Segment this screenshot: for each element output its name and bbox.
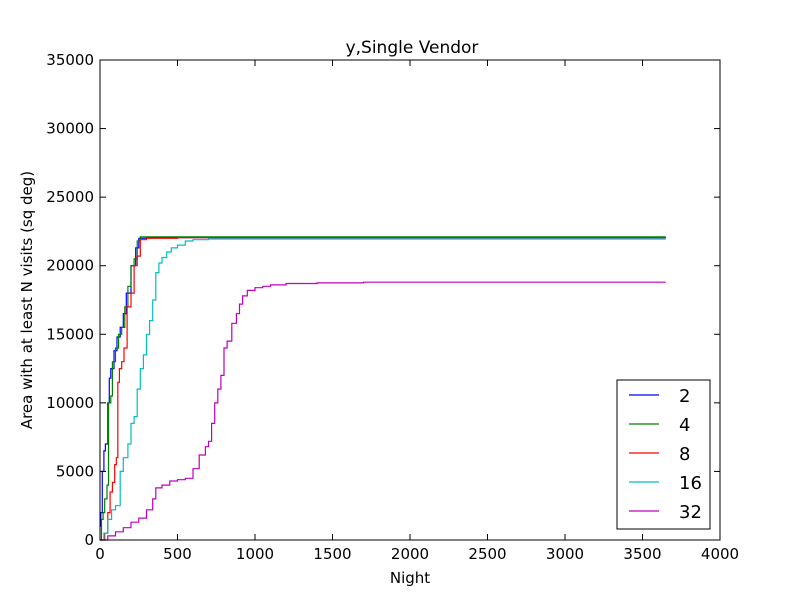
y-tick-label: 0 bbox=[84, 531, 94, 549]
plot-frame bbox=[99, 59, 721, 541]
series-line-8 bbox=[100, 237, 666, 541]
x-tick-label: 500 bbox=[163, 545, 192, 563]
y-tick-label: 30000 bbox=[46, 120, 94, 138]
x-tick-label: 2500 bbox=[468, 545, 506, 563]
legend: 2 4 8 16 32 bbox=[616, 379, 711, 530]
legend-label-16: 16 bbox=[679, 473, 702, 494]
series-line-32 bbox=[100, 281, 666, 541]
legend-label-2: 2 bbox=[679, 386, 690, 407]
y-tick-label: 20000 bbox=[46, 257, 94, 275]
legend-label-8: 8 bbox=[679, 444, 690, 465]
series-line-2 bbox=[100, 237, 666, 527]
x-tick-label: 3000 bbox=[546, 545, 584, 563]
plot-area bbox=[100, 236, 666, 541]
x-tick-label: 2000 bbox=[391, 545, 429, 563]
y-tick-label: 5000 bbox=[56, 462, 94, 480]
y-tick-label: 35000 bbox=[46, 51, 94, 69]
axis-ticks: 0 500 1000 1500 2000 2500 3000 3500 4000 0 5000 100… bbox=[46, 51, 739, 563]
legend-box bbox=[616, 379, 711, 530]
x-tick-label: 4000 bbox=[701, 545, 739, 563]
chart-title: y,Single Vendor bbox=[346, 38, 479, 58]
y-tick-label: 15000 bbox=[46, 325, 94, 343]
y-tick-label: 25000 bbox=[46, 188, 94, 206]
legend-label-4: 4 bbox=[679, 415, 690, 436]
x-tick-label: 1500 bbox=[313, 545, 351, 563]
x-tick-label: 1000 bbox=[236, 545, 274, 563]
y-axis-label: Area with at least N visits (sq deg) bbox=[18, 171, 36, 429]
x-tick-label: 3500 bbox=[623, 545, 661, 563]
x-tick-label: 0 bbox=[95, 545, 105, 563]
series-line-16 bbox=[100, 238, 666, 541]
legend-label-32: 32 bbox=[679, 502, 702, 523]
x-axis-label: Night bbox=[390, 569, 430, 587]
y-tick-label: 10000 bbox=[46, 394, 94, 412]
